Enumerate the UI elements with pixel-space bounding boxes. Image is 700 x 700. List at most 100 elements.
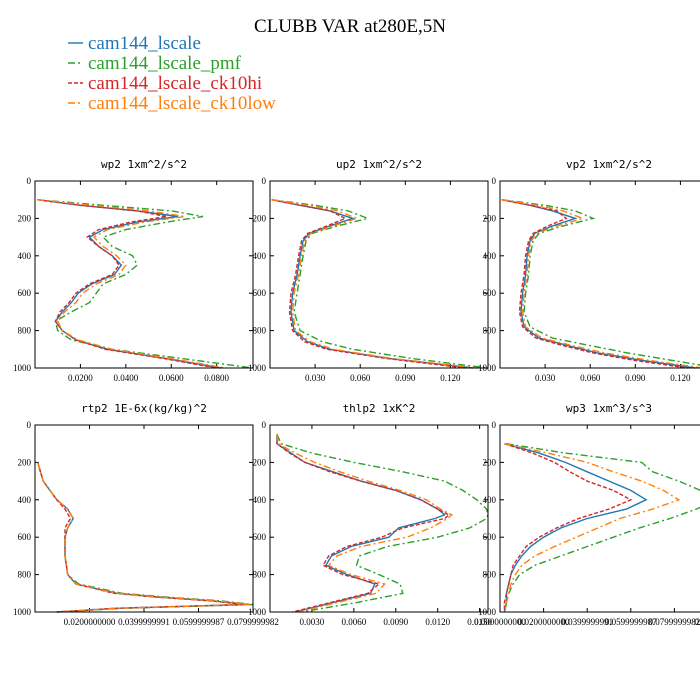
y-tick-label: 1000 bbox=[13, 607, 32, 617]
y-tick-label: 1000 bbox=[248, 607, 267, 617]
x-tick-label: 0.0599999987 bbox=[173, 617, 225, 627]
legend: cam144_lscalecam144_lscale_pmfcam144_lsc… bbox=[68, 33, 276, 114]
y-tick-label: 200 bbox=[18, 213, 32, 223]
figure-title: CLUBB VAR at280E,5N bbox=[254, 16, 446, 37]
series-line bbox=[37, 199, 254, 369]
y-tick-label: 200 bbox=[18, 457, 32, 467]
x-tick-label: 0.030 bbox=[535, 373, 556, 383]
series-line bbox=[501, 199, 700, 366]
series-line bbox=[501, 199, 696, 369]
y-tick-label: 600 bbox=[253, 532, 267, 542]
series-line bbox=[271, 199, 466, 369]
x-tick-label: 0.120 bbox=[440, 373, 461, 383]
y-tick-label: 600 bbox=[483, 288, 497, 298]
legend-entry: cam144_lscale_pmf bbox=[68, 53, 242, 74]
plot-frame bbox=[269, 180, 489, 369]
y-tick-label: 400 bbox=[253, 495, 267, 505]
x-tick-label: 0.0399999991 bbox=[561, 617, 613, 627]
series-line bbox=[503, 443, 681, 613]
x-tick-label: 0.0060 bbox=[341, 617, 366, 627]
y-tick-label: 0 bbox=[492, 176, 497, 186]
series-line bbox=[271, 199, 489, 369]
series-line bbox=[276, 434, 489, 613]
legend-label: cam144_lscale bbox=[88, 33, 201, 54]
plot-frame bbox=[499, 180, 700, 369]
y-tick-label: 200 bbox=[483, 213, 497, 223]
series-line bbox=[37, 199, 226, 369]
panel-title: vp2 1xm^2/s^2 bbox=[566, 158, 652, 171]
panel-title: rtp2 1E-6x(kg/kg)^2 bbox=[81, 402, 207, 415]
series-line bbox=[37, 462, 248, 613]
panel-title: wp3 1xm^3/s^3 bbox=[566, 402, 652, 415]
x-tick-label: 0.120 bbox=[670, 373, 691, 383]
y-tick-label: 400 bbox=[483, 251, 497, 261]
plot-frame bbox=[499, 424, 700, 613]
y-tick-label: 1000 bbox=[248, 363, 267, 373]
x-tick-label: 0.0599999987 bbox=[605, 617, 657, 627]
x-tick-label: 0.0799999982 bbox=[649, 617, 700, 627]
panel-title: thlp2 1xK^2 bbox=[343, 402, 416, 415]
legend-label: cam144_lscale_ck10low bbox=[88, 93, 276, 114]
y-tick-label: 0 bbox=[27, 420, 32, 430]
legend-label: cam144_lscale_pmf bbox=[88, 53, 242, 74]
plot-frame bbox=[269, 424, 489, 613]
panel-title: wp2 1xm^2/s^2 bbox=[101, 158, 187, 171]
x-tick-label: 0.090 bbox=[625, 373, 646, 383]
legend-label: cam144_lscale_ck10hi bbox=[88, 73, 262, 94]
y-tick-label: 600 bbox=[253, 288, 267, 298]
chart-panel: up2 1xm^2/s^2 0 200 400 600 800 1000 0.030 0.060… bbox=[248, 158, 489, 383]
y-tick-label: 600 bbox=[483, 532, 497, 542]
y-tick-label: 800 bbox=[483, 570, 497, 580]
y-tick-label: 400 bbox=[483, 495, 497, 505]
series-line bbox=[37, 462, 251, 613]
y-tick-label: 400 bbox=[253, 251, 267, 261]
legend-entry: cam144_lscale_ck10hi bbox=[68, 73, 262, 94]
series-line bbox=[37, 199, 217, 369]
x-tick-label: 0.0399999991 bbox=[118, 617, 170, 627]
x-tick-label: 0.0200000000 bbox=[518, 617, 570, 627]
y-tick-label: 200 bbox=[253, 457, 267, 467]
legend-entry: cam144_lscale bbox=[68, 33, 201, 54]
series-line bbox=[37, 462, 245, 613]
series-line bbox=[271, 199, 474, 369]
x-tick-label: 0.090 bbox=[395, 373, 416, 383]
x-tick-label: 0.0000000000 bbox=[474, 617, 526, 627]
y-tick-label: 0 bbox=[27, 176, 32, 186]
x-tick-label: 0.0150 bbox=[467, 617, 492, 627]
y-tick-label: 0 bbox=[262, 420, 267, 430]
y-tick-label: 1000 bbox=[478, 607, 497, 617]
x-tick-label: 0.0400 bbox=[113, 373, 138, 383]
series-line bbox=[276, 434, 451, 613]
chart-panel: thlp2 1xK^2 0 200 400 600 800 1000 0.0030 0.0060… bbox=[248, 402, 492, 627]
y-tick-label: 0 bbox=[262, 176, 267, 186]
x-tick-label: 0.0800 bbox=[204, 373, 229, 383]
panel-title: up2 1xm^2/s^2 bbox=[336, 158, 422, 171]
series-line bbox=[37, 199, 222, 369]
x-tick-label: 0.0030 bbox=[300, 617, 325, 627]
series-line bbox=[37, 462, 254, 613]
y-tick-label: 800 bbox=[18, 326, 32, 336]
y-tick-label: 0 bbox=[492, 420, 497, 430]
x-tick-label: 0.0200000000 bbox=[64, 617, 116, 627]
plot-frame bbox=[34, 180, 254, 369]
chart-panel: wp3 1xm^3/s^3 0 200 400 600 800 10000.00000000… bbox=[474, 402, 700, 627]
series-line bbox=[276, 434, 453, 613]
series-line bbox=[501, 199, 688, 369]
x-tick-label: 0.060 bbox=[350, 373, 371, 383]
y-tick-label: 200 bbox=[483, 457, 497, 467]
series-line bbox=[501, 199, 700, 369]
x-tick-label: 0.100000001 bbox=[694, 617, 700, 627]
x-tick-label: 0.030 bbox=[305, 373, 326, 383]
x-tick-label: 0.060 bbox=[580, 373, 601, 383]
x-tick-label: 0.0200 bbox=[68, 373, 93, 383]
y-tick-label: 600 bbox=[18, 288, 32, 298]
series-line bbox=[503, 443, 700, 613]
chart-panel: wp2 1xm^2/s^2 0 200 400 600 800 1000 0.0200 0.04… bbox=[13, 158, 254, 383]
legend-entry: cam144_lscale_ck10low bbox=[68, 93, 276, 114]
x-tick-label: 0.0120 bbox=[425, 617, 450, 627]
chart-panel: rtp2 1E-6x(kg/kg)^2 0 200 400 600 800 1000 0.02… bbox=[13, 402, 279, 627]
y-tick-label: 800 bbox=[483, 326, 497, 336]
panels: wp2 1xm^2/s^2 0 200 400 600 800 1000 0.0200 0.04… bbox=[13, 158, 700, 627]
y-tick-label: 200 bbox=[253, 213, 267, 223]
